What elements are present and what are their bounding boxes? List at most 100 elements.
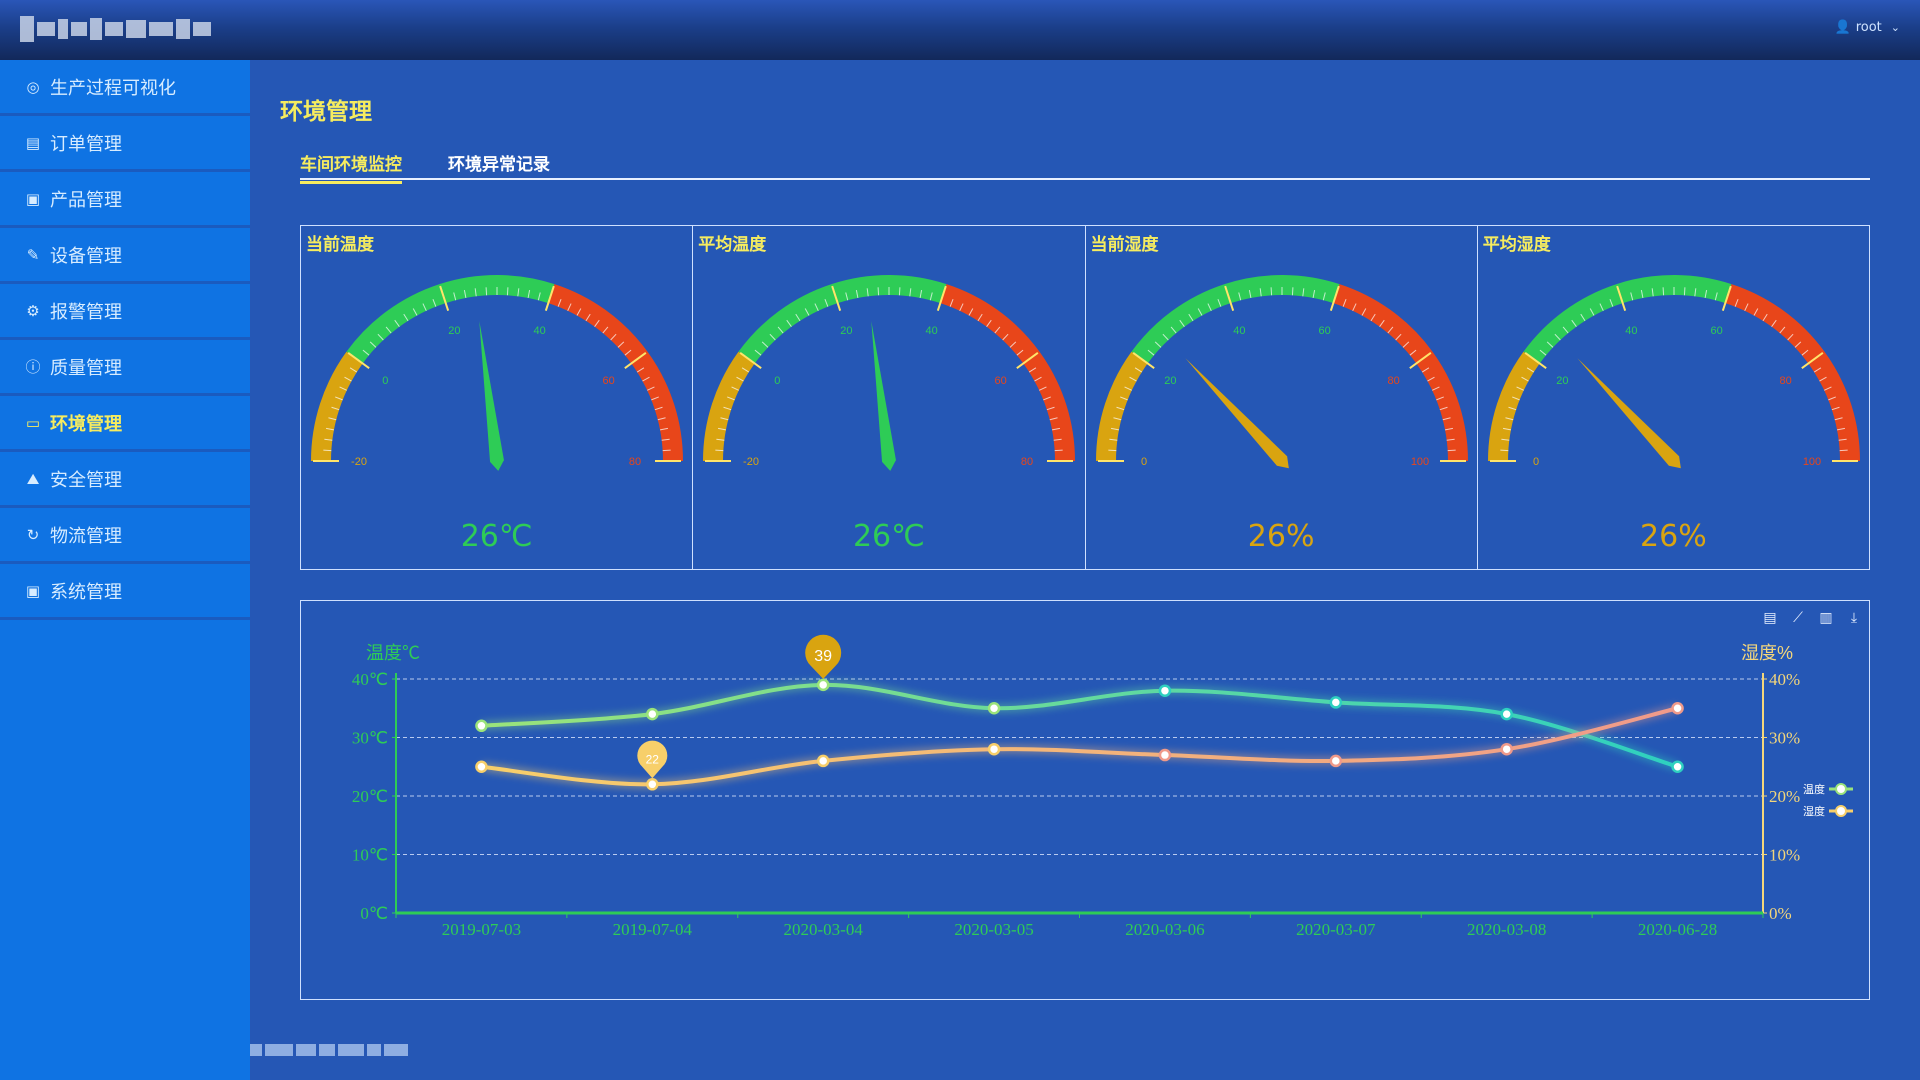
gauge-minor-tick (463, 289, 467, 299)
gauge-minor-tick (1039, 386, 1047, 391)
gauge-minor-tick (1053, 438, 1062, 441)
sidebar-item-0[interactable]: ◎ 生产过程可视化 (0, 60, 250, 116)
data-point[interactable] (816, 754, 830, 768)
data-point[interactable] (1500, 742, 1513, 756)
download-icon[interactable]: ⤓ (1850, 610, 1858, 626)
gauge-tick-label: 20 (840, 325, 852, 337)
gauge-minor-tick (1839, 449, 1848, 452)
tab-workshop-monitor[interactable]: 车间环境监控 (300, 150, 402, 184)
gauge-minor-tick (1054, 449, 1063, 452)
gauge-minor-tick (786, 319, 793, 327)
gauge-minor-tick (1827, 396, 1836, 401)
gauge-minor-tick (1409, 349, 1416, 356)
sidebar-item-8[interactable]: ↻ 物流管理 (0, 508, 250, 564)
sidebar-item-label: 环境管理 (50, 413, 122, 435)
sidebar-item-1[interactable]: ▤ 订单管理 (0, 116, 250, 172)
gauge-major-tick (347, 352, 370, 369)
tab-exception-records[interactable]: 环境异常记录 (448, 155, 550, 175)
gauge-minor-tick (1838, 438, 1847, 441)
gauge-minor-tick (377, 333, 384, 341)
sidebar-item-label: 报警管理 (50, 301, 122, 323)
y-left-tick-label: 10℃ (352, 846, 388, 865)
footer-text (250, 1044, 408, 1056)
sidebar-item-7[interactable]: ⛰ 安全管理 (0, 452, 250, 508)
gauge-minor-tick (1640, 289, 1644, 299)
user-menu[interactable]: 👤 root ⌄ (1835, 20, 1900, 35)
data-point[interactable] (646, 707, 659, 721)
legend-item-温度[interactable]: 温度 (1803, 782, 1853, 796)
info-icon: ⓘ (25, 358, 41, 376)
bar-chart-icon[interactable]: ▥ (1819, 610, 1833, 626)
gauge-minor-tick (1002, 333, 1009, 341)
sidebar-item-2[interactable]: ▣ 产品管理 (0, 172, 250, 228)
x-tick-label: 2020-03-05 (954, 920, 1033, 939)
data-point[interactable] (1329, 754, 1343, 768)
data-view-icon[interactable]: ▤ (1763, 610, 1777, 626)
gauge-minor-tick (594, 319, 600, 327)
chip-icon: ⚙ (26, 301, 40, 320)
data-point[interactable] (1158, 684, 1172, 697)
sidebar-item-4[interactable]: ⚙ 报警管理 (0, 284, 250, 340)
top-bar: 👤 root ⌄ (0, 0, 1920, 60)
gauge-minor-tick (1571, 319, 1577, 327)
gauge-minor-tick (814, 303, 820, 312)
line-chart-icon[interactable]: ⟋ (1793, 610, 1803, 626)
data-point[interactable] (646, 778, 659, 791)
gauge-minor-tick (1237, 292, 1241, 301)
data-point[interactable] (1671, 702, 1684, 715)
gauge-minor-tick (369, 341, 377, 348)
y-right-axis-title: 湿度% (1741, 643, 1793, 663)
data-point[interactable] (1158, 748, 1172, 762)
x-tick-label: 2020-03-06 (1125, 920, 1204, 939)
gauge-minor-tick (866, 288, 869, 297)
gauge-1: 平均温度 -20 0 20 40 60 80 26℃ (693, 226, 1086, 569)
gauge-tick-label: 60 (1710, 325, 1722, 337)
sidebar-item-3[interactable]: ✎ 设备管理 (0, 228, 250, 284)
gauge-minor-tick (412, 308, 418, 316)
gauge-minor-tick (1743, 303, 1749, 312)
y-right-tick-label: 0% (1769, 904, 1792, 923)
gauge-tick-label: 100 (1410, 456, 1428, 468)
gauge-minor-tick (1342, 299, 1347, 307)
product-icon: ▣ (25, 189, 41, 208)
gauge-needle (1184, 358, 1289, 469)
gauge-minor-tick (718, 427, 727, 431)
data-point[interactable] (1500, 707, 1513, 721)
gauge-band-mid (738, 275, 947, 364)
sidebar-item-label: 生产过程可视化 (50, 77, 176, 99)
gauge-minor-tick (795, 313, 801, 322)
gauge-minor-tick (624, 349, 632, 356)
data-point[interactable] (1671, 760, 1684, 773)
gauge-tick-label: 20 (448, 325, 460, 337)
data-point[interactable] (987, 742, 1001, 756)
gauge-minor-tick (385, 326, 392, 334)
data-point[interactable] (816, 678, 830, 692)
gauge-major-tick (1800, 352, 1824, 369)
data-point[interactable] (1329, 696, 1343, 709)
gauge-minor-tick (919, 289, 923, 299)
gauge-minor-tick (754, 349, 762, 356)
gauge-minor-tick (1291, 287, 1293, 296)
gauge-dial: 0 20 40 60 80 100 (1487, 275, 1860, 469)
gauge-minor-tick (727, 396, 736, 401)
sidebar-item-6[interactable]: ▭ 环境管理 (0, 396, 250, 452)
sidebar-item-label: 设备管理 (50, 245, 122, 267)
data-point[interactable] (475, 760, 488, 773)
legend-item-湿度[interactable]: 湿度 (1803, 804, 1853, 818)
gauge-tick-label: 60 (603, 375, 615, 387)
gauge-tick-label: 0 (382, 375, 388, 387)
y-right-tick-label: 40% (1769, 670, 1800, 689)
data-point[interactable] (987, 702, 1001, 715)
gauge-minor-tick (1378, 319, 1385, 327)
gauge-minor-tick (323, 449, 332, 452)
sidebar-item-5[interactable]: ⓘ 质量管理 (0, 340, 250, 396)
data-point[interactable] (475, 719, 488, 733)
trend-chart: 0℃ 0% 10℃ 10% 20℃ 20% 30℃ 30% 40℃ 40% 2019-07-03 20… (352, 634, 1853, 939)
sidebar-item-9[interactable]: ▣ 系统管理 (0, 564, 250, 620)
gauge-minor-tick (1049, 417, 1058, 421)
gauge-minor-tick (1394, 333, 1401, 341)
gauge-minor-tick (716, 438, 725, 441)
gauge-minor-tick (1386, 326, 1393, 334)
gauge-tick-label: 80 (1387, 375, 1399, 387)
gauge-tick-label: -20 (351, 456, 367, 468)
